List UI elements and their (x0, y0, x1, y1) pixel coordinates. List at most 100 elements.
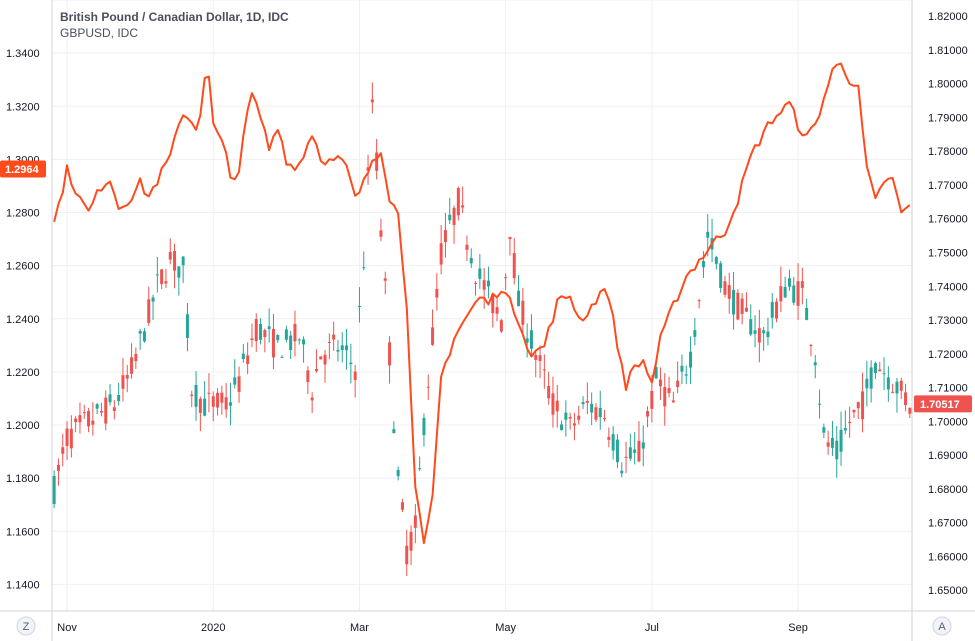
candle-body (542, 369, 546, 371)
candle-body (504, 277, 508, 279)
candle-body (267, 326, 271, 330)
candle-body (723, 281, 727, 295)
candle-body (409, 531, 413, 551)
candle-body (882, 373, 886, 375)
candle-body (375, 152, 379, 171)
candle-body (293, 323, 297, 342)
right-tick-label: 1.73000 (928, 315, 968, 327)
candle-body (787, 278, 791, 287)
candle-body (173, 251, 177, 271)
gbpusd-line (53, 62, 911, 545)
candle-body (370, 99, 374, 103)
candle-body (663, 387, 667, 407)
candle-body (332, 334, 336, 340)
candle-body (521, 300, 525, 325)
candle-body (719, 263, 723, 288)
left-tick-label: 1.2200 (6, 367, 40, 379)
candle-body (486, 280, 490, 287)
candle-body (908, 407, 912, 414)
right-price-axis[interactable]: 1.65000 1.66000 1.67000 1.68000 1.69000 1.700… (928, 11, 968, 597)
candle-body (534, 355, 538, 360)
candle-body (499, 320, 503, 332)
gbpusd-line-series (53, 62, 911, 545)
candle-body (345, 345, 349, 351)
candle-body (572, 423, 576, 426)
candle-body (452, 207, 456, 226)
candle-body (796, 281, 800, 306)
candle-body (508, 236, 512, 240)
left-price-axis[interactable]: 1.1400 1.1600 1.1800 1.2000 1.2200 1.2400 1.26… (6, 48, 40, 591)
auto-scale-button[interactable]: A (932, 616, 952, 636)
right-tick-label: 1.66000 (928, 551, 968, 563)
candle-body (383, 278, 387, 281)
auto-scale-button-label: A (938, 621, 946, 633)
candle-body (620, 470, 624, 474)
candle-body (194, 384, 198, 407)
time-tick-label: May (495, 622, 516, 634)
candle-body (237, 376, 241, 392)
candle-body (856, 402, 860, 409)
candle-body (413, 515, 417, 528)
candle-body (800, 281, 804, 288)
candle-body (177, 266, 181, 278)
candle-body (198, 398, 202, 413)
candle-body (121, 375, 125, 389)
candle-body (843, 428, 847, 431)
right-tick-label: 1.72000 (928, 349, 968, 361)
candle-body (878, 369, 882, 372)
candle-body (160, 269, 164, 285)
candle-body (568, 416, 572, 419)
candle-body (848, 421, 852, 424)
candle-body (280, 356, 284, 358)
candle-body (125, 375, 129, 379)
candle-body (443, 230, 447, 243)
candle-body (108, 394, 112, 403)
candle-body (603, 417, 607, 420)
time-tick-label: Jul (645, 622, 659, 634)
right-tick-label: 1.80000 (928, 79, 968, 91)
candle-body (276, 334, 280, 341)
candle-body (818, 403, 822, 405)
candle-body (147, 299, 151, 323)
candle-body (138, 331, 142, 334)
candle-body (594, 407, 598, 420)
candle-body (151, 297, 155, 302)
candle-body (753, 330, 757, 334)
legend: British Pound / Canadian Dollar, 1D, IDC… (60, 10, 289, 40)
time-tick-label: Nov (57, 622, 77, 634)
candle-body (469, 257, 473, 264)
left-tick-label: 1.2400 (6, 314, 40, 326)
candle-body (822, 427, 826, 433)
scale-left-button[interactable]: Z (16, 616, 36, 636)
candle-body (431, 327, 435, 345)
left-tick-label: 1.1800 (6, 473, 40, 485)
candle-body (529, 330, 533, 349)
time-axis[interactable]: Nov 2020 Mar May Jul Sep (57, 622, 808, 634)
candle-body (805, 307, 809, 321)
candle-body (203, 398, 207, 416)
candle-body (813, 362, 817, 366)
right-tick-label: 1.69000 (928, 450, 968, 462)
chart-subtitle: GBPUSD, IDC (60, 26, 138, 40)
candle-body (155, 274, 159, 276)
candle-body (779, 286, 783, 302)
candle-body (895, 381, 899, 394)
candle-body (899, 380, 903, 391)
candle-body (517, 290, 521, 307)
candle-body (56, 464, 60, 471)
candle-body (551, 393, 555, 415)
left-tick-label: 1.3200 (6, 101, 40, 113)
right-tick-label: 1.81000 (928, 45, 968, 57)
candle-body (87, 411, 91, 427)
right-tick-label: 1.68000 (928, 484, 968, 496)
candle-body (74, 418, 78, 423)
candle-body (693, 330, 697, 337)
candle-body (714, 257, 718, 264)
candle-body (353, 371, 357, 381)
right-last-value-label: 1.70517 (920, 399, 960, 411)
candle-body (538, 355, 542, 362)
candle-body (246, 355, 250, 364)
candle-body (547, 385, 551, 399)
